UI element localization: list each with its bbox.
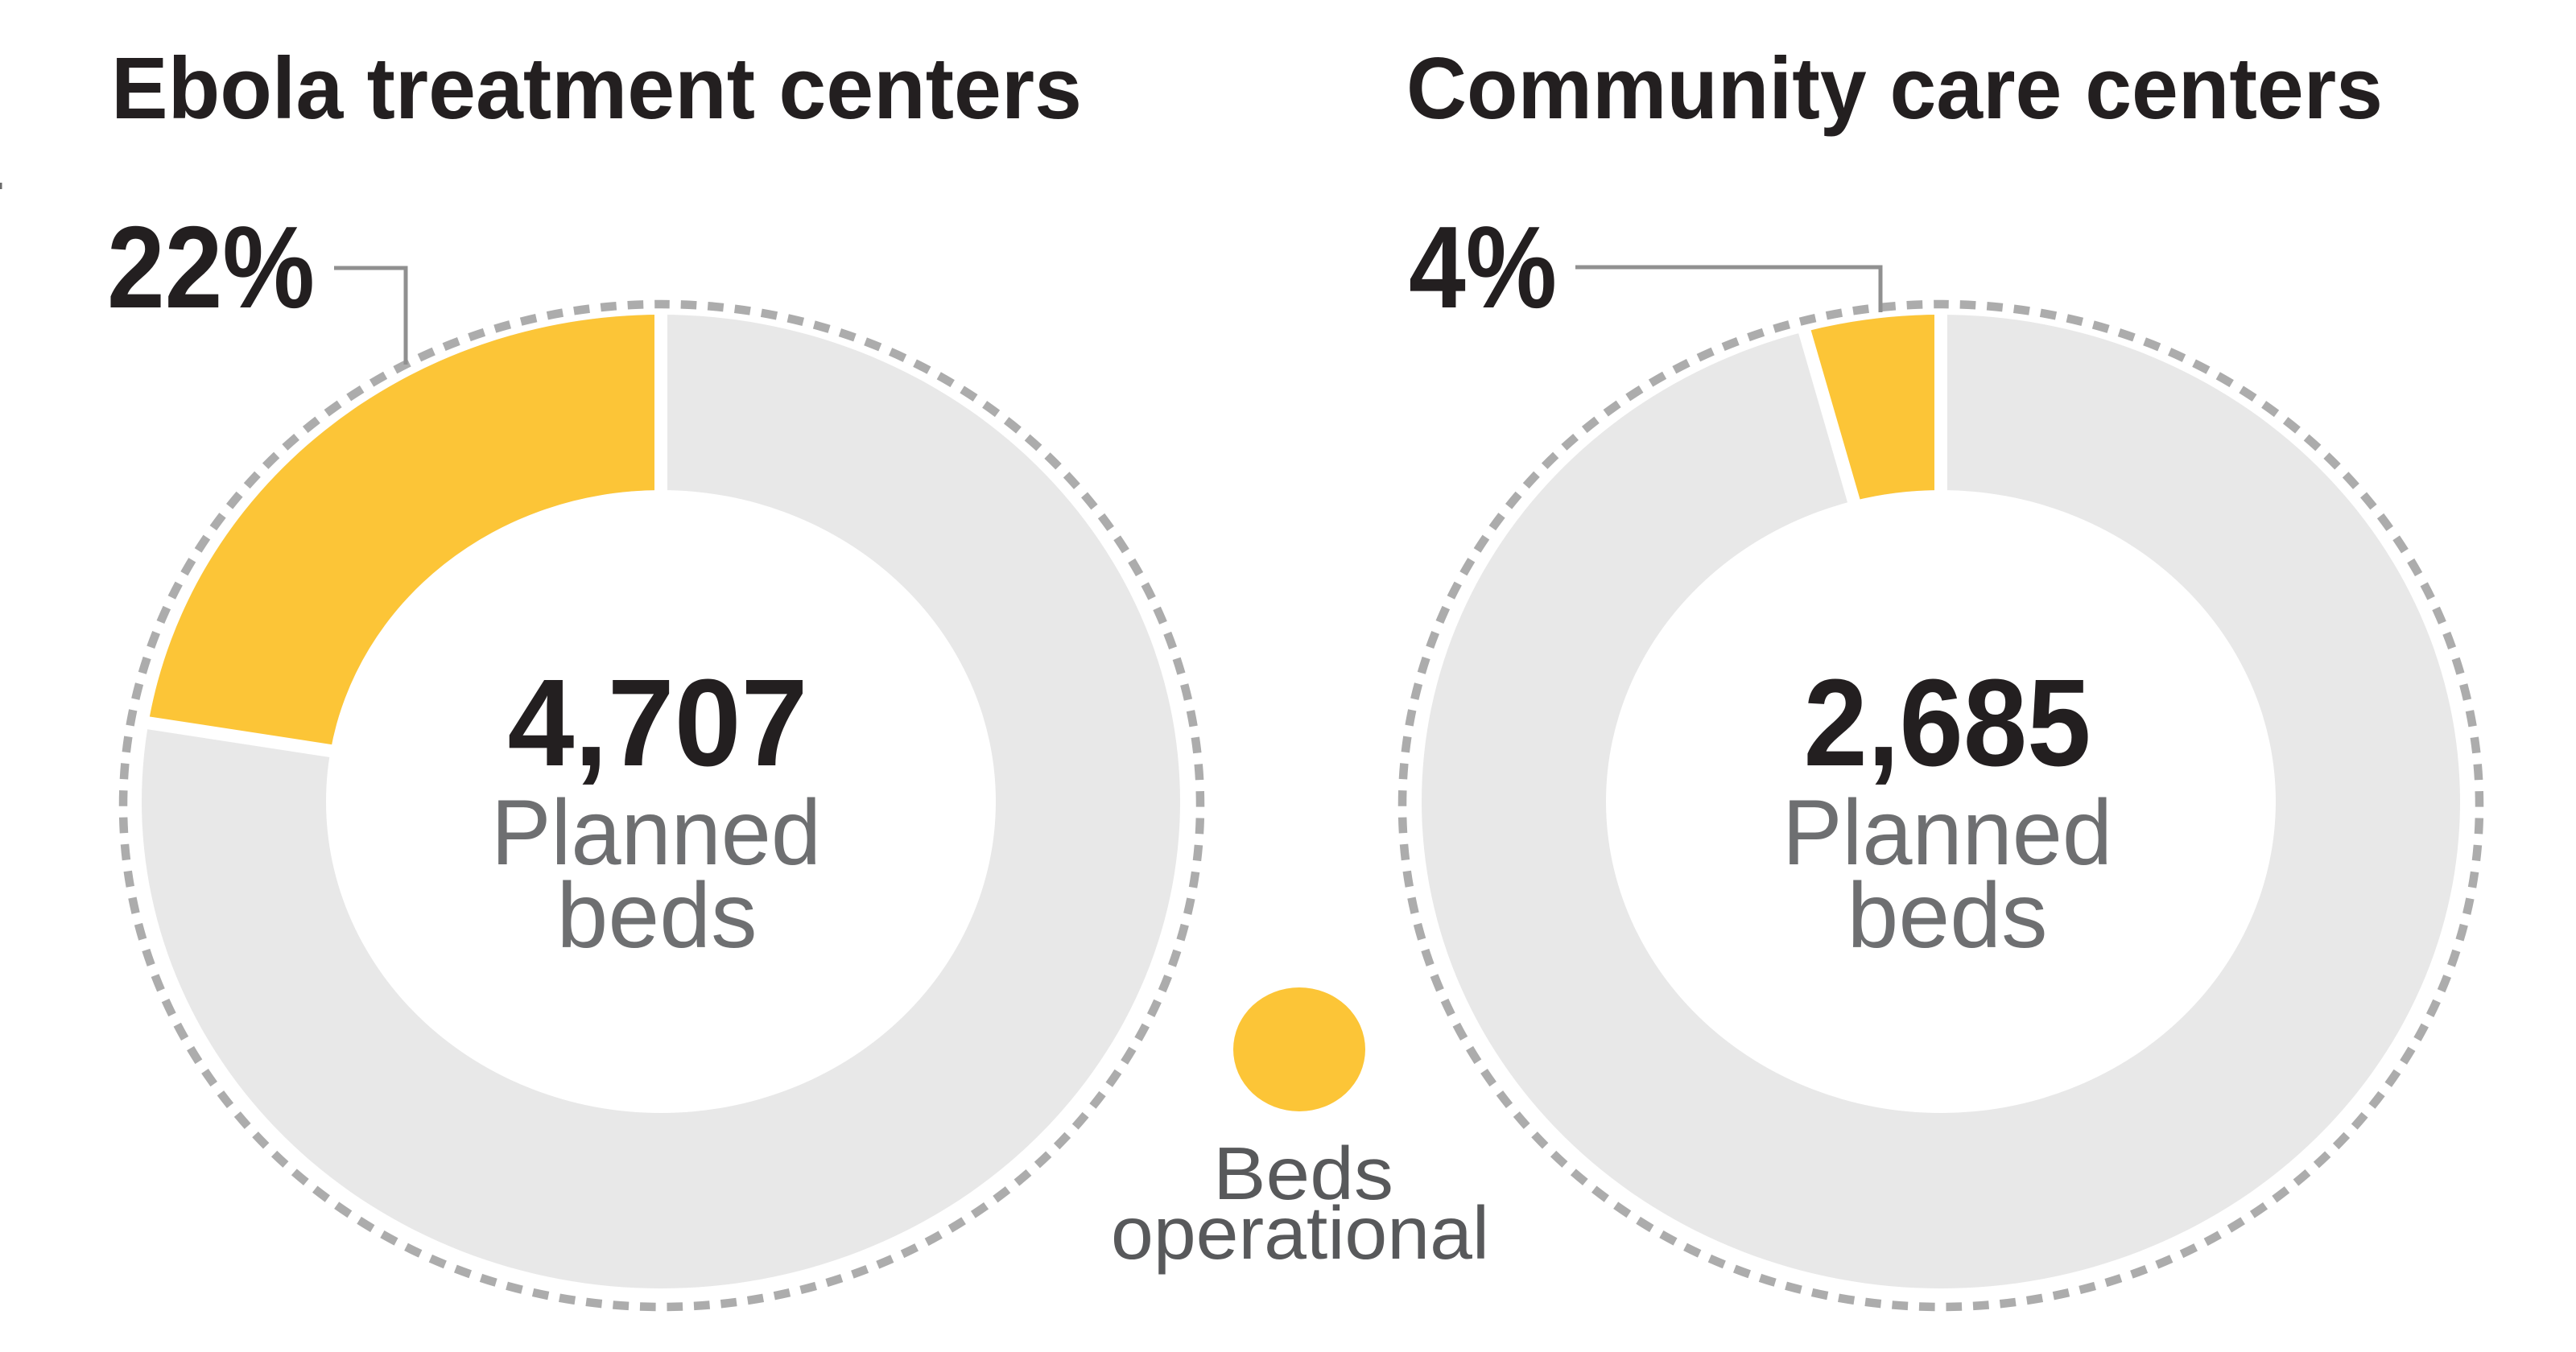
svg-text:Beds: Beds	[1213, 1131, 1393, 1215]
svg-text:4%: 4%	[1409, 202, 1557, 332]
svg-text:4,707: 4,707	[508, 653, 808, 792]
svg-text:operational: operational	[1111, 1191, 1489, 1275]
svg-text:22%: 22%	[107, 202, 315, 332]
svg-text:beds: beds	[557, 864, 758, 967]
svg-text:Ebola treatment centers: Ebola treatment centers	[111, 39, 1082, 138]
svg-text:beds: beds	[1847, 864, 2048, 967]
svg-text:Planned: Planned	[1782, 781, 2112, 884]
svg-text:Community care centers: Community care centers	[1406, 39, 2383, 138]
svg-text:2,685: 2,685	[1804, 653, 2091, 792]
svg-text:Planned: Planned	[491, 781, 821, 884]
